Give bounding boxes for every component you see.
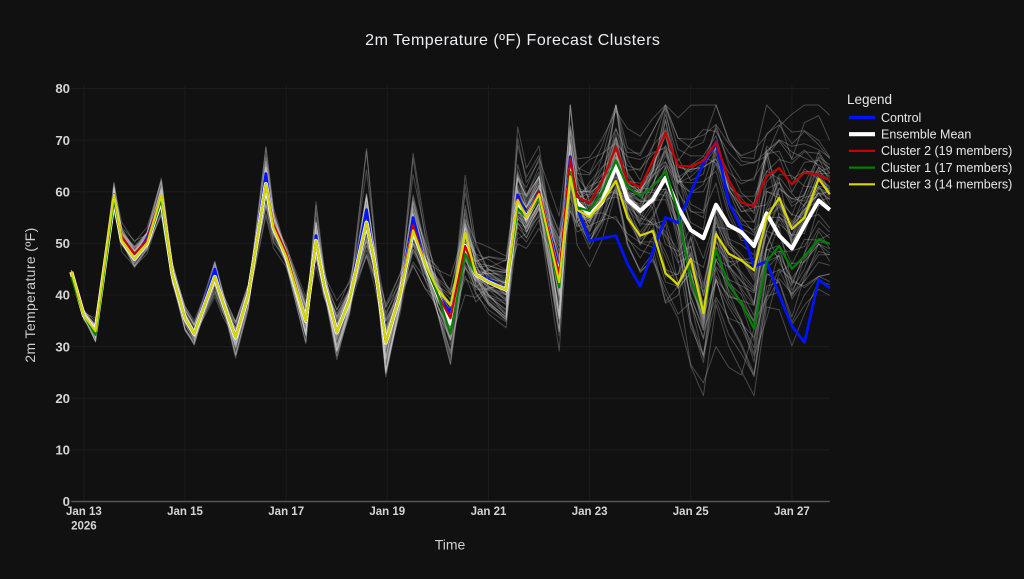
svg-text:20: 20 <box>55 391 70 406</box>
svg-text:Jan 19: Jan 19 <box>369 506 405 518</box>
svg-text:80: 80 <box>55 81 70 96</box>
svg-text:Jan 27: Jan 27 <box>774 506 810 518</box>
svg-text:70: 70 <box>55 133 70 148</box>
svg-text:Jan 15: Jan 15 <box>167 506 203 518</box>
svg-text:Jan 25: Jan 25 <box>673 506 709 518</box>
svg-text:Legend: Legend <box>847 92 892 107</box>
svg-text:Control: Control <box>881 111 921 125</box>
svg-text:10: 10 <box>55 443 70 458</box>
svg-text:Cluster 3 (14 members): Cluster 3 (14 members) <box>881 178 1012 192</box>
svg-text:0: 0 <box>63 494 70 509</box>
svg-text:2m Temperature (ºF) Forecast C: 2m Temperature (ºF) Forecast Clusters <box>365 32 660 49</box>
svg-text:2m Temperature (ºF): 2m Temperature (ºF) <box>22 227 38 362</box>
svg-text:Ensemble Mean: Ensemble Mean <box>881 128 971 142</box>
svg-text:Jan 13: Jan 13 <box>66 506 102 518</box>
svg-text:60: 60 <box>55 184 70 199</box>
svg-text:Cluster 1 (17 members): Cluster 1 (17 members) <box>881 161 1012 175</box>
svg-text:Cluster 2 (19 members): Cluster 2 (19 members) <box>881 144 1012 158</box>
svg-text:Jan 17: Jan 17 <box>268 506 304 518</box>
svg-text:40: 40 <box>55 288 70 303</box>
svg-text:Jan 21: Jan 21 <box>471 506 507 518</box>
svg-text:Jan 23: Jan 23 <box>572 506 608 518</box>
svg-text:2026: 2026 <box>71 521 97 533</box>
svg-text:50: 50 <box>55 236 70 251</box>
svg-text:30: 30 <box>55 339 70 354</box>
svg-text:Time: Time <box>435 537 466 553</box>
